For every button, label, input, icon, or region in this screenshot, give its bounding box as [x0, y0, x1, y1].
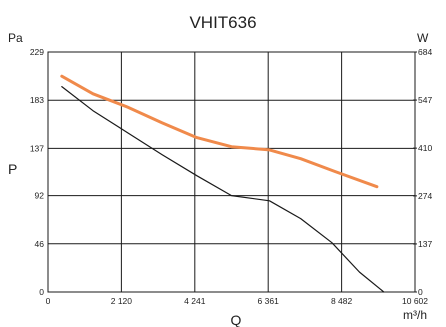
y-right-tick-label: 684 — [418, 47, 432, 57]
y-right-tick-label: 410 — [418, 143, 432, 153]
grid-layer — [48, 52, 415, 292]
x-tick-label: 2 120 — [111, 296, 133, 306]
y-right-tick-label: 0 — [418, 287, 423, 297]
y-left-tick-label: 92 — [35, 191, 45, 201]
y-left-tick-label: 183 — [30, 95, 44, 105]
x-tick-label: 8 482 — [331, 296, 353, 306]
y-right-tick-label: 137 — [418, 239, 432, 249]
x-axis-unit: m³/h — [403, 308, 427, 322]
pressure-curve — [61, 85, 385, 293]
power-curve — [60, 74, 379, 189]
y-left-tick-label: 46 — [35, 239, 45, 249]
y-left-tick-label: 229 — [30, 47, 44, 57]
x-tick-label: 0 — [46, 296, 51, 306]
y-right-tick-label: 547 — [418, 95, 432, 105]
x-tick-label: 6 361 — [258, 296, 280, 306]
y-right-tick-label: 274 — [418, 191, 432, 201]
y-axis-label: P — [8, 161, 17, 177]
y-left-tick-label: 0 — [39, 287, 44, 297]
x-tick-label: 10 602 — [402, 296, 428, 306]
series-layer — [60, 74, 385, 293]
chart-title: VHIT636 — [189, 13, 256, 32]
left-axis-unit: Pa — [8, 31, 23, 45]
x-tick-label: 4 241 — [184, 296, 206, 306]
y-left-tick-label: 137 — [30, 143, 44, 153]
plot-frame — [47, 51, 416, 293]
right-axis-unit: W — [417, 31, 429, 45]
x-axis-label: Q — [231, 312, 242, 327]
